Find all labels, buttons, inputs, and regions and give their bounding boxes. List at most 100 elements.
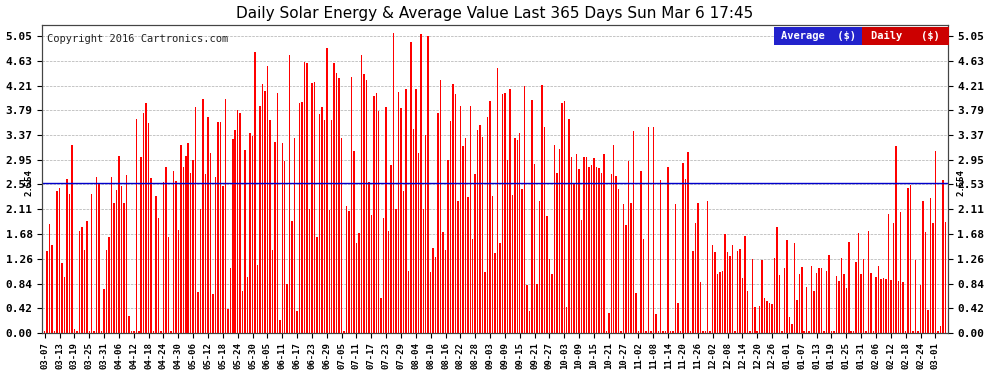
Bar [474, 174, 476, 333]
Bar [727, 252, 729, 333]
Bar [850, 331, 852, 333]
Bar [915, 260, 917, 333]
Bar [324, 120, 325, 333]
Bar [647, 127, 649, 333]
Bar [764, 298, 765, 333]
Bar [746, 291, 748, 333]
Bar [885, 279, 887, 333]
Bar [469, 106, 471, 333]
Bar [809, 331, 810, 333]
Bar [388, 231, 389, 333]
Bar [254, 52, 255, 333]
Bar [940, 326, 941, 333]
Bar [281, 142, 283, 333]
Bar [645, 331, 646, 333]
Bar [598, 168, 600, 333]
Bar [118, 156, 120, 333]
Bar [771, 304, 773, 333]
Bar [563, 101, 565, 333]
Bar [735, 331, 736, 333]
Bar [304, 62, 305, 333]
Bar [443, 232, 444, 333]
Bar [608, 313, 610, 333]
Bar [334, 63, 335, 333]
Bar [819, 268, 820, 333]
Bar [180, 146, 181, 333]
Bar [675, 204, 676, 333]
Bar [276, 93, 278, 333]
Bar [162, 182, 164, 333]
Bar [883, 278, 884, 333]
Bar [489, 101, 491, 333]
Bar [482, 137, 483, 333]
Bar [944, 222, 946, 333]
Bar [103, 289, 105, 333]
Bar [477, 130, 478, 333]
Bar [433, 248, 434, 333]
Bar [529, 311, 531, 333]
Bar [494, 253, 496, 333]
Bar [425, 135, 427, 333]
Bar [286, 284, 288, 333]
Bar [266, 66, 268, 333]
Bar [794, 243, 795, 333]
Text: 2.554: 2.554 [24, 170, 34, 196]
Bar [692, 251, 694, 333]
Bar [900, 212, 902, 333]
Bar [814, 291, 815, 333]
Bar [596, 167, 597, 333]
Bar [918, 331, 919, 333]
Bar [532, 100, 533, 333]
Bar [423, 209, 424, 333]
Bar [740, 249, 741, 333]
Bar [306, 63, 308, 333]
Bar [479, 125, 481, 333]
Bar [801, 267, 803, 333]
Bar [136, 119, 137, 333]
Bar [205, 174, 206, 333]
Bar [527, 285, 528, 333]
Bar [593, 158, 595, 333]
Bar [860, 274, 862, 333]
Bar [373, 96, 374, 333]
Bar [256, 265, 258, 333]
Bar [685, 180, 686, 333]
Bar [660, 180, 661, 333]
Bar [576, 154, 577, 333]
Bar [662, 331, 664, 333]
Bar [578, 169, 580, 333]
Bar [507, 160, 508, 333]
Bar [524, 86, 526, 333]
Bar [385, 107, 387, 333]
Bar [452, 84, 453, 333]
Bar [829, 255, 830, 333]
Bar [395, 209, 397, 333]
Bar [116, 190, 117, 333]
Bar [908, 188, 909, 333]
Bar [296, 312, 298, 333]
Bar [487, 117, 488, 333]
Bar [492, 196, 493, 333]
Bar [146, 103, 147, 333]
Bar [875, 277, 877, 333]
Bar [157, 218, 159, 333]
Bar [888, 214, 889, 333]
Bar [930, 198, 932, 333]
Bar [826, 270, 828, 333]
Bar [398, 92, 399, 333]
Bar [717, 274, 719, 333]
Bar [868, 231, 869, 333]
Bar [222, 186, 224, 333]
Bar [264, 91, 265, 333]
Bar [454, 94, 456, 333]
Bar [215, 177, 216, 333]
Bar [725, 234, 726, 333]
Bar [420, 34, 422, 333]
Bar [905, 331, 907, 333]
Bar [44, 331, 46, 333]
Bar [556, 172, 557, 333]
Bar [690, 331, 691, 333]
Bar [113, 203, 115, 333]
Bar [247, 277, 248, 333]
Bar [336, 74, 338, 333]
